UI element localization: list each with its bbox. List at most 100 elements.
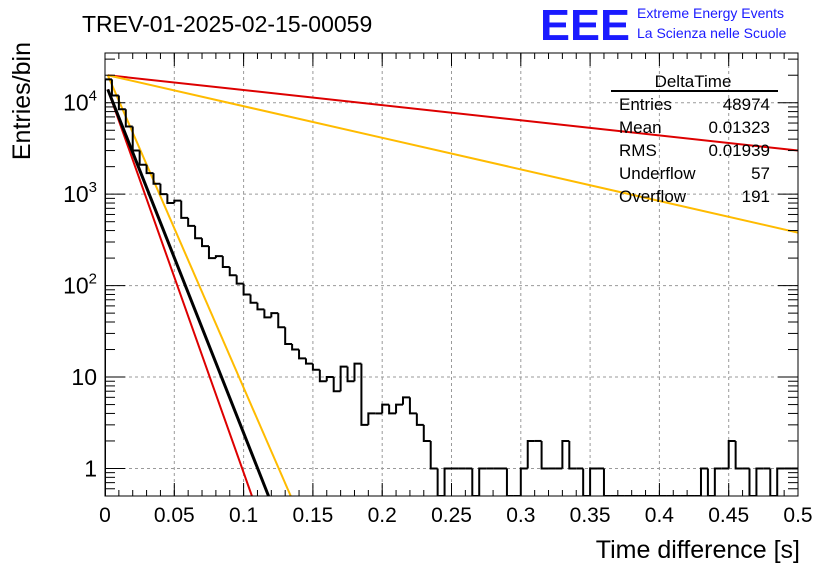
histogram-bin xyxy=(263,309,272,319)
histogram-bin xyxy=(138,150,147,166)
histogram-bin xyxy=(249,294,258,304)
stats-label: Underflow xyxy=(619,164,696,183)
histogram-bin xyxy=(388,404,397,415)
histogram-bin xyxy=(582,468,591,496)
x-tick-label: 0.25 xyxy=(431,504,472,527)
stats-value: 0.01323 xyxy=(709,118,770,137)
histogram-bin xyxy=(110,79,119,97)
histogram-bin xyxy=(201,238,209,248)
y-tick-label: 102 xyxy=(63,271,97,299)
stats-row: Entries 48974 xyxy=(619,95,770,114)
histogram-bin xyxy=(443,467,452,496)
stats-value: 191 xyxy=(742,187,770,206)
histogram-bin xyxy=(152,173,161,185)
x-tick-label: 0.1 xyxy=(229,504,258,527)
histogram-bin xyxy=(311,363,320,371)
logo-line-1: Extreme Energy Events xyxy=(637,5,784,21)
stats-value: 48974 xyxy=(723,95,770,114)
histogram-bin xyxy=(221,256,230,268)
histogram-bin xyxy=(346,366,355,383)
x-tick-label: 0.35 xyxy=(570,504,611,527)
x-tick-label: 0.4 xyxy=(645,504,675,527)
histogram-bin xyxy=(166,194,175,205)
histogram-bin xyxy=(291,343,300,351)
y-tick-label: 104 xyxy=(63,88,97,116)
histogram-bin xyxy=(353,362,362,382)
axis-ticks xyxy=(104,53,799,497)
fit-line-orange xyxy=(106,74,292,496)
fit-line-red xyxy=(106,89,253,496)
histogram-bin xyxy=(277,313,286,329)
histogram-bin xyxy=(699,467,708,496)
histogram-bin xyxy=(180,200,189,219)
x-tick-label: 0 xyxy=(99,504,111,527)
histogram-bin xyxy=(304,358,313,365)
stats-title: DeltaTime xyxy=(655,72,732,91)
grid xyxy=(105,53,798,496)
histogram-bin xyxy=(561,439,570,469)
histogram-bin xyxy=(602,468,611,496)
histogram-bin xyxy=(401,396,410,405)
stats-box: DeltaTime Entries 48974 Mean 0.01323 RMS… xyxy=(611,72,778,206)
stats-row: RMS 0.01939 xyxy=(619,141,770,160)
histogram-bin xyxy=(124,109,133,128)
fit-line-red xyxy=(107,74,798,152)
histogram-bin xyxy=(429,440,438,470)
histogram-bin xyxy=(194,225,203,240)
histogram-bin xyxy=(131,126,140,152)
histogram-bin xyxy=(734,440,743,470)
stats-value: 0.01939 xyxy=(709,141,770,160)
histogram-bin xyxy=(478,467,487,496)
histogram-bin xyxy=(713,467,722,496)
logo-line-2: La Scienza nelle Scuole xyxy=(637,25,787,41)
histogram-bin xyxy=(187,217,196,227)
histogram-bin xyxy=(284,327,293,345)
stats-row: Underflow 57 xyxy=(619,164,770,183)
histogram-bin xyxy=(526,439,535,469)
x-tick-label: 0.2 xyxy=(368,504,397,527)
histogram-bin xyxy=(748,468,757,496)
histogram-bin xyxy=(235,275,244,285)
x-tick-label: 0.3 xyxy=(506,504,535,527)
histogram-bin xyxy=(415,413,424,426)
histogram-bin xyxy=(408,397,417,415)
histogram-bin xyxy=(256,302,265,311)
stats-label: RMS xyxy=(619,141,657,160)
histogram-bin xyxy=(207,246,216,260)
x-axis-label: Time difference [s] xyxy=(596,536,800,564)
y-tick-label: 103 xyxy=(63,179,97,207)
histogram-bin xyxy=(298,349,306,360)
histogram-bin xyxy=(436,468,445,496)
histogram-bin xyxy=(242,283,251,296)
eee-logo: EEE xyxy=(540,1,630,50)
histogram-bin xyxy=(395,403,403,414)
x-tick-label: 0.5 xyxy=(783,504,812,527)
histogram-bin xyxy=(727,439,736,469)
histogram-bin xyxy=(270,312,279,318)
histogram-bin xyxy=(339,365,348,392)
stats-label: Entries xyxy=(619,95,672,114)
stats-label: Mean xyxy=(619,118,662,137)
histogram-bin xyxy=(214,255,223,259)
histogram-bin xyxy=(159,183,168,196)
histogram-bin xyxy=(105,78,112,496)
histogram-bin xyxy=(360,363,369,426)
histogram-bin xyxy=(381,403,390,414)
histogram-bin xyxy=(173,199,182,204)
x-tick-label: 0.45 xyxy=(708,504,749,527)
fit-line-black xyxy=(106,88,270,496)
histogram-bin xyxy=(318,369,327,383)
histogram-bin xyxy=(367,412,376,425)
histogram-bin xyxy=(332,377,341,393)
histogram-bin xyxy=(755,467,764,496)
histogram-bin xyxy=(471,468,480,496)
y-tick-labels: 1 10 102 103 104 xyxy=(63,88,97,482)
histogram-bin xyxy=(769,468,778,496)
x-tick-labels: 0 0.05 0.1 0.15 0.2 0.25 0.3 0.35 0.4 0.45 0.5 xyxy=(99,504,812,527)
histogram-bin xyxy=(145,164,154,175)
histogram-bin xyxy=(422,424,431,442)
histogram xyxy=(105,78,798,496)
fit-lines xyxy=(106,74,798,496)
